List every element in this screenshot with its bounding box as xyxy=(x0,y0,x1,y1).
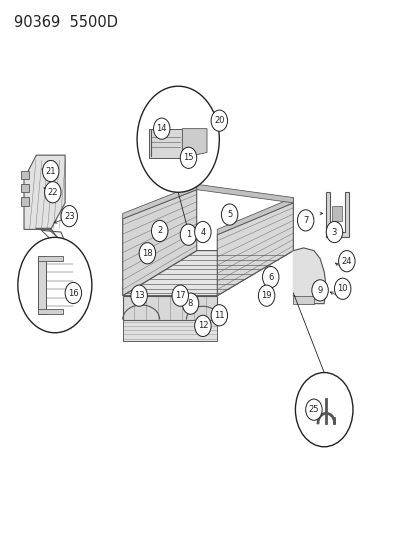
Text: 22: 22 xyxy=(47,188,58,197)
Circle shape xyxy=(182,293,198,314)
Circle shape xyxy=(139,243,155,264)
Polygon shape xyxy=(182,128,206,158)
Text: 17: 17 xyxy=(175,291,185,300)
Bar xyxy=(38,309,63,314)
Circle shape xyxy=(297,210,313,231)
Circle shape xyxy=(334,278,350,300)
Text: 5: 5 xyxy=(226,210,232,219)
Circle shape xyxy=(172,285,188,306)
Text: 2: 2 xyxy=(157,227,162,236)
Text: 8: 8 xyxy=(188,299,193,308)
Text: 14: 14 xyxy=(156,124,166,133)
Bar xyxy=(21,197,28,206)
Text: 9: 9 xyxy=(317,286,322,295)
Bar xyxy=(38,256,46,314)
Text: 16: 16 xyxy=(68,288,78,297)
Circle shape xyxy=(211,110,227,131)
Circle shape xyxy=(151,220,168,241)
Polygon shape xyxy=(122,251,293,296)
Polygon shape xyxy=(293,248,325,304)
Polygon shape xyxy=(217,198,293,235)
Text: 6: 6 xyxy=(267,272,273,281)
Text: 18: 18 xyxy=(142,249,152,258)
Circle shape xyxy=(338,251,354,272)
Text: 23: 23 xyxy=(64,212,74,221)
Circle shape xyxy=(211,305,227,326)
Text: 25: 25 xyxy=(308,405,318,414)
Text: 12: 12 xyxy=(197,321,208,330)
Text: 15: 15 xyxy=(183,154,193,163)
Polygon shape xyxy=(122,296,217,319)
Bar xyxy=(332,206,342,221)
Circle shape xyxy=(45,182,61,203)
Polygon shape xyxy=(122,184,196,219)
Text: 24: 24 xyxy=(341,257,351,265)
Polygon shape xyxy=(325,192,348,237)
Circle shape xyxy=(43,160,59,182)
Circle shape xyxy=(137,86,219,192)
Polygon shape xyxy=(122,319,217,341)
Circle shape xyxy=(295,373,352,447)
Bar xyxy=(149,128,182,158)
Circle shape xyxy=(221,204,237,225)
Circle shape xyxy=(194,221,211,243)
Polygon shape xyxy=(24,155,65,229)
Bar xyxy=(21,171,28,179)
Text: 10: 10 xyxy=(337,284,347,293)
Circle shape xyxy=(18,237,92,333)
Text: 11: 11 xyxy=(214,311,224,320)
Circle shape xyxy=(153,118,170,139)
Text: 13: 13 xyxy=(133,291,144,300)
Text: 20: 20 xyxy=(214,116,224,125)
Text: 21: 21 xyxy=(45,166,56,175)
Circle shape xyxy=(131,285,147,306)
Text: 19: 19 xyxy=(261,291,271,300)
Polygon shape xyxy=(122,190,196,296)
Circle shape xyxy=(311,280,328,301)
Circle shape xyxy=(180,224,196,245)
Circle shape xyxy=(305,399,321,420)
Polygon shape xyxy=(196,184,293,203)
Circle shape xyxy=(194,316,211,336)
Text: 4: 4 xyxy=(200,228,205,237)
Text: 7: 7 xyxy=(302,216,308,225)
Circle shape xyxy=(258,285,274,306)
Polygon shape xyxy=(217,203,293,296)
Circle shape xyxy=(180,147,196,168)
Circle shape xyxy=(325,221,342,243)
Circle shape xyxy=(262,266,278,288)
Circle shape xyxy=(61,206,77,227)
Polygon shape xyxy=(293,296,313,304)
Circle shape xyxy=(65,282,81,304)
Text: 1: 1 xyxy=(185,230,191,239)
Text: 3: 3 xyxy=(331,228,336,237)
Bar xyxy=(21,184,28,192)
Bar xyxy=(38,256,63,261)
Text: 90369  5500D: 90369 5500D xyxy=(14,14,117,30)
